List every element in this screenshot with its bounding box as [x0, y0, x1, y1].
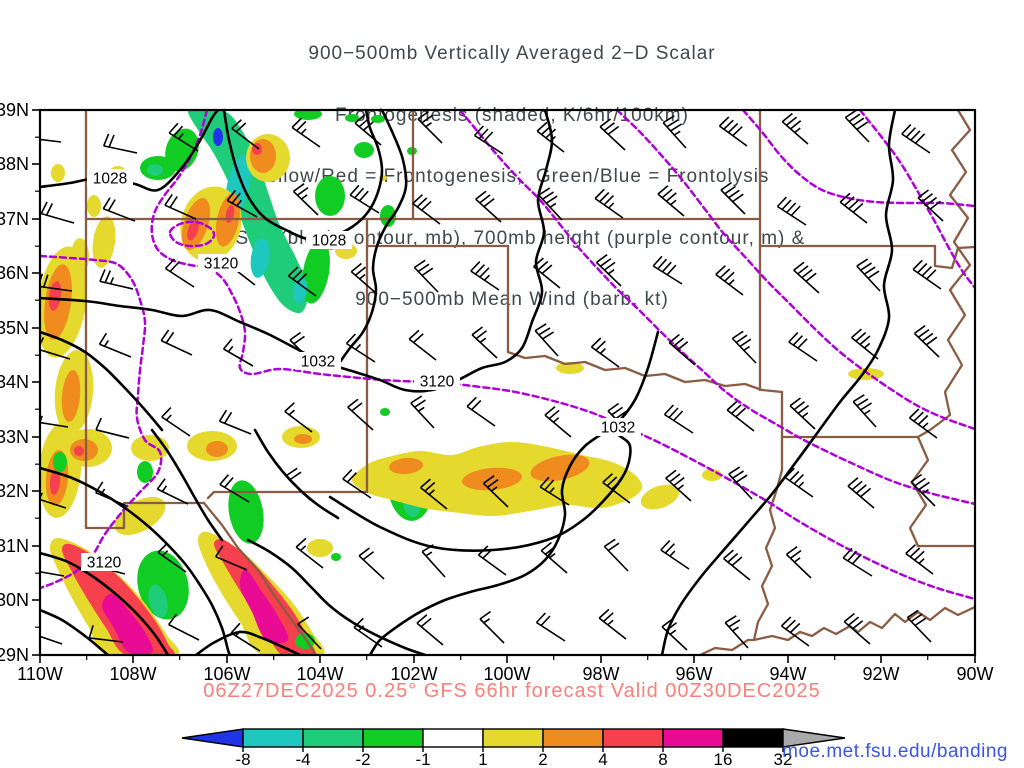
svg-text:-2: -2 — [355, 750, 370, 768]
svg-text:34N: 34N — [0, 372, 29, 392]
svg-text:104W: 104W — [296, 664, 343, 684]
svg-text:33N: 33N — [0, 427, 29, 447]
svg-text:1: 1 — [478, 750, 487, 768]
svg-text:90W: 90W — [956, 664, 993, 684]
wind-barbs-layer — [40, 110, 944, 652]
svg-text:106W: 106W — [203, 664, 250, 684]
forecast-caption: 06Z27DEC2025 0.25° GFS 66hr forecast Val… — [203, 680, 821, 702]
svg-text:3120: 3120 — [204, 256, 239, 273]
svg-text:108W: 108W — [109, 664, 156, 684]
svg-text:1028: 1028 — [93, 171, 127, 188]
svg-text:31N: 31N — [0, 536, 29, 556]
svg-text:37N: 37N — [0, 209, 29, 229]
plot-title-line-1: 900−500mb Vertically Averaged 2−D Scalar — [308, 43, 716, 64]
svg-text:35N: 35N — [0, 318, 29, 338]
contour-labels-layer: 1028 1028 1032 1032 3120 3120 3120 — [81, 169, 641, 572]
svg-text:30N: 30N — [0, 590, 29, 610]
svg-text:98W: 98W — [582, 664, 619, 684]
svg-text:96W: 96W — [675, 664, 712, 684]
svg-text:1032: 1032 — [301, 354, 335, 371]
svg-text:94W: 94W — [769, 664, 806, 684]
svg-text:-4: -4 — [295, 750, 310, 768]
svg-text:32: 32 — [774, 750, 793, 768]
svg-text:102W: 102W — [390, 664, 437, 684]
colorbar: -8 -4 -2 -1 1 2 4 8 16 32 — [181, 728, 846, 768]
svg-text:-8: -8 — [235, 750, 250, 768]
height-contours-layer — [40, 110, 975, 601]
svg-text:1028: 1028 — [312, 233, 346, 250]
svg-text:39N: 39N — [0, 100, 29, 120]
svg-text:2: 2 — [538, 750, 547, 768]
svg-text:-1: -1 — [415, 750, 430, 768]
svg-text:100W: 100W — [483, 664, 530, 684]
site-link[interactable]: moe.met.fsu.edu/banding — [782, 741, 1008, 762]
svg-text:3120: 3120 — [87, 555, 122, 572]
svg-text:29N: 29N — [0, 645, 29, 665]
svg-text:1032: 1032 — [601, 420, 635, 437]
svg-text:3120: 3120 — [420, 374, 455, 391]
svg-text:92W: 92W — [862, 664, 899, 684]
svg-text:8: 8 — [658, 750, 667, 768]
svg-text:4: 4 — [598, 750, 607, 768]
svg-text:16: 16 — [714, 750, 733, 768]
svg-text:36N: 36N — [0, 263, 29, 283]
svg-text:110W: 110W — [17, 664, 63, 684]
svg-text:32N: 32N — [0, 481, 29, 501]
svg-text:38N: 38N — [0, 154, 29, 174]
